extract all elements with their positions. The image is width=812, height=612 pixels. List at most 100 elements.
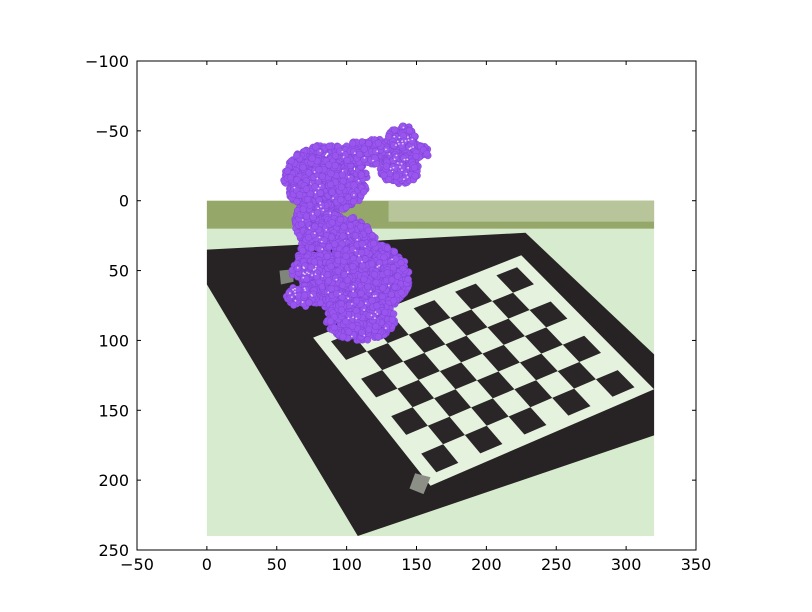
scatter-point	[360, 188, 368, 196]
x-tick-label: 0	[202, 555, 212, 574]
point-speckle	[293, 186, 296, 189]
point-speckle	[400, 162, 403, 165]
point-speckle	[311, 212, 314, 215]
scatter-point	[339, 333, 347, 341]
checker-square	[471, 398, 509, 426]
scatter-point	[392, 172, 401, 181]
scatter-point	[352, 297, 361, 305]
scatter-point	[330, 323, 339, 332]
point-speckle	[404, 140, 407, 142]
scatter-point	[345, 328, 353, 336]
scatter-point	[384, 244, 392, 252]
scatter-point	[342, 203, 350, 212]
point-speckle	[389, 167, 392, 170]
scatter-point	[360, 145, 368, 153]
checker-square	[450, 309, 488, 336]
scatter-point	[327, 285, 335, 293]
scatter-point	[293, 151, 301, 160]
checker-square	[492, 292, 530, 319]
point-speckle	[358, 254, 360, 257]
scatter-point	[350, 198, 358, 206]
scatter-point	[358, 249, 366, 257]
scatter-point	[327, 170, 335, 178]
point-speckle	[341, 150, 344, 153]
checker-square	[391, 407, 428, 435]
scatter-point	[348, 284, 356, 292]
point-speckle	[296, 266, 299, 269]
checker-square	[557, 362, 596, 389]
point-speckle	[364, 245, 367, 248]
scatter-point	[408, 137, 416, 145]
checker-square	[397, 379, 435, 408]
point-speckle	[352, 290, 354, 293]
checker-square	[562, 335, 601, 362]
checker-square	[361, 370, 398, 398]
point-speckle	[376, 313, 379, 315]
scatter-point	[304, 195, 312, 204]
y-tick-label: −100	[85, 52, 129, 71]
point-speckle	[294, 299, 297, 302]
point-speckle	[350, 335, 353, 338]
scatter-point	[358, 328, 366, 337]
point-speckle	[335, 278, 338, 281]
scatter-point	[327, 262, 335, 270]
point-speckle	[306, 271, 308, 274]
scatter-point	[325, 142, 333, 150]
point-speckle	[412, 146, 414, 149]
scatter-point	[337, 196, 345, 204]
scatter-point	[388, 276, 396, 284]
point-speckle	[388, 284, 390, 287]
scatter-point	[286, 174, 295, 182]
scatter-point	[382, 162, 391, 170]
scatter-point	[331, 152, 340, 160]
scatter-point	[315, 166, 323, 174]
y-tick-label: 200	[98, 471, 129, 490]
point-speckle	[342, 156, 345, 158]
checker-square	[464, 425, 503, 454]
point-speckle	[408, 147, 411, 150]
scatter-point	[391, 126, 399, 134]
scatter-point	[405, 126, 414, 135]
point-speckle	[396, 140, 399, 143]
scatter-point	[354, 312, 362, 321]
point-speckle	[411, 138, 414, 141]
tape-piece	[409, 473, 431, 495]
scatter-point	[328, 188, 336, 196]
scatter-point	[411, 172, 419, 180]
scatter-point	[331, 274, 340, 282]
checker-square	[487, 318, 525, 345]
point-speckle	[401, 142, 404, 145]
scatter-point	[323, 252, 331, 260]
point-speckle	[398, 136, 401, 139]
scatter-point	[325, 161, 333, 169]
scatter-point	[299, 247, 307, 255]
y-tick-label: 100	[98, 331, 129, 350]
point-speckle	[354, 249, 357, 252]
point-speckle	[369, 290, 372, 293]
photo-wall-right	[388, 200, 655, 222]
scatter-point	[400, 154, 408, 162]
scatter-point	[336, 216, 345, 224]
point-speckle	[317, 187, 320, 190]
checker-square	[439, 362, 477, 390]
point-speckle	[317, 207, 319, 210]
point-speckle	[378, 264, 380, 267]
y-tick-label: 0	[119, 192, 129, 211]
point-speckle	[385, 148, 387, 151]
scatter-point	[349, 139, 357, 147]
point-speckle	[294, 290, 296, 293]
scatter-point	[311, 183, 319, 191]
scatter-point	[357, 223, 365, 231]
scatter-point	[372, 322, 380, 330]
point-speckle	[357, 179, 360, 182]
point-speckle	[353, 152, 356, 155]
point-speckle	[347, 232, 350, 235]
scatter-point	[283, 167, 292, 175]
point-speckle	[320, 205, 322, 208]
point-speckle	[329, 212, 332, 215]
scatter-point	[311, 222, 319, 231]
x-tick-label: 50	[267, 555, 287, 574]
point-speckle	[364, 302, 367, 305]
point-speckle	[352, 316, 354, 319]
